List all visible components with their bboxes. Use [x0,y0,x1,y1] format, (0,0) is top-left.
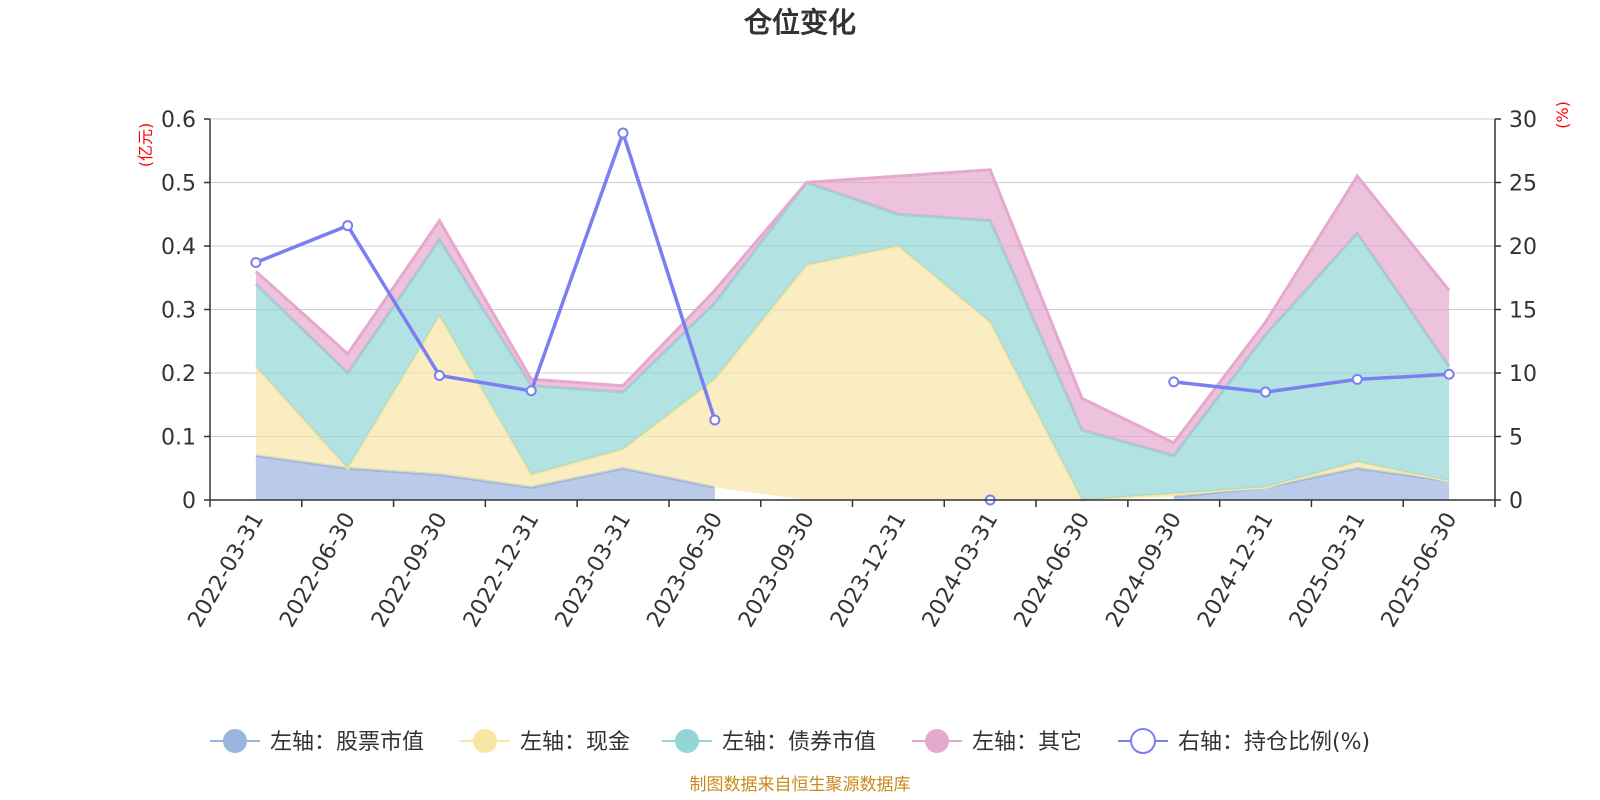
right-tick-label: 10 [1509,362,1537,387]
left-tick-label: 0.1 [161,426,196,451]
x-tick-label: 2025-06-30 [1377,509,1463,632]
right-tick-label: 5 [1509,426,1523,451]
x-tick-label: 2023-06-30 [642,509,728,632]
x-tick-label: 2024-09-30 [1101,509,1187,632]
legend-label: 右轴：持仓比例(%) [1178,730,1370,755]
ratio-point [433,370,445,382]
legend-label: 左轴：债券市值 [722,730,876,755]
ratio-point [1443,368,1455,380]
x-tick-label: 2025-03-31 [1285,509,1371,632]
x-tick-label: 2022-12-31 [459,509,545,632]
holding-ratio-line [250,127,1455,506]
left-tick-label: 0.5 [161,172,196,197]
left-tick-label: 0 [182,489,196,514]
ratio-point [617,127,629,139]
legend-marker [473,729,497,753]
x-tick-label: 2022-03-31 [184,509,270,632]
legend: 左轴：股票市值 左轴：现金 左轴：债券市值 左轴：其它 右轴：持仓比例(%) [210,728,1370,755]
right-axis-unit: (%) [1553,101,1572,129]
right-tick-label: 30 [1509,108,1537,133]
area-fill-series-4 [255,169,1450,456]
left-tick-label: 0.4 [161,235,196,260]
legend-marker [223,729,247,753]
right-tick-label: 15 [1509,299,1537,324]
left-axis-unit: (亿元) [136,123,155,168]
area-fill-series-2 [255,246,1450,500]
chart-title: 仓位变化 [744,6,856,39]
ratio-point [1168,376,1180,388]
x-tick-label: 2024-06-30 [1010,509,1096,632]
x-tick-label: 2023-12-31 [826,508,912,631]
ratio-point [1351,373,1363,385]
legend-marker [675,729,699,753]
x-tick-label: 2022-06-30 [275,509,361,632]
legend-label: 左轴：其它 [972,730,1082,755]
stacked-areas [254,168,1451,502]
ratio-point [1260,386,1272,398]
left-tick-label: 0.3 [161,299,196,324]
legend-item: 左轴：股票市值 [210,729,424,755]
ratio-point [342,220,354,232]
ratio-point [250,257,262,269]
source-note: 制图数据来自恒生聚源数据库 [690,775,911,795]
right-tick-label: 25 [1509,172,1537,197]
ratio-point [525,385,537,397]
x-tick-label: 2024-12-31 [1193,509,1279,632]
right-tick-label: 20 [1509,235,1537,260]
left-tick-label: 0.6 [161,108,196,133]
legend-item: 右轴：持仓比例(%) [1118,728,1370,755]
right-tick-label: 0 [1509,489,1523,514]
legend-marker [1130,728,1156,754]
area-fill-series-1 [255,455,715,500]
legend-item: 左轴：其它 [912,729,1082,755]
legend-marker [925,729,949,753]
ratio-line-segment [1173,372,1450,394]
ratio-point [709,414,721,426]
x-tick-label: 2023-09-30 [734,509,820,632]
ratio-line-segment [255,127,717,421]
x-tick-label: 2022-09-30 [367,509,453,632]
legend-label: 左轴：股票市值 [270,730,424,755]
area-fill-series-3 [255,182,1450,500]
legend-label: 左轴：现金 [520,730,630,755]
left-tick-label: 0.2 [161,362,196,387]
area-fill-series-1 [1173,468,1450,500]
legend-item: 左轴：现金 [460,729,630,755]
x-tick-label: 2024-03-31 [918,509,1004,632]
x-tick-label: 2023-03-31 [551,509,637,632]
legend-item: 左轴：债券市值 [662,729,876,755]
area-edge-series-4 [254,168,1451,445]
